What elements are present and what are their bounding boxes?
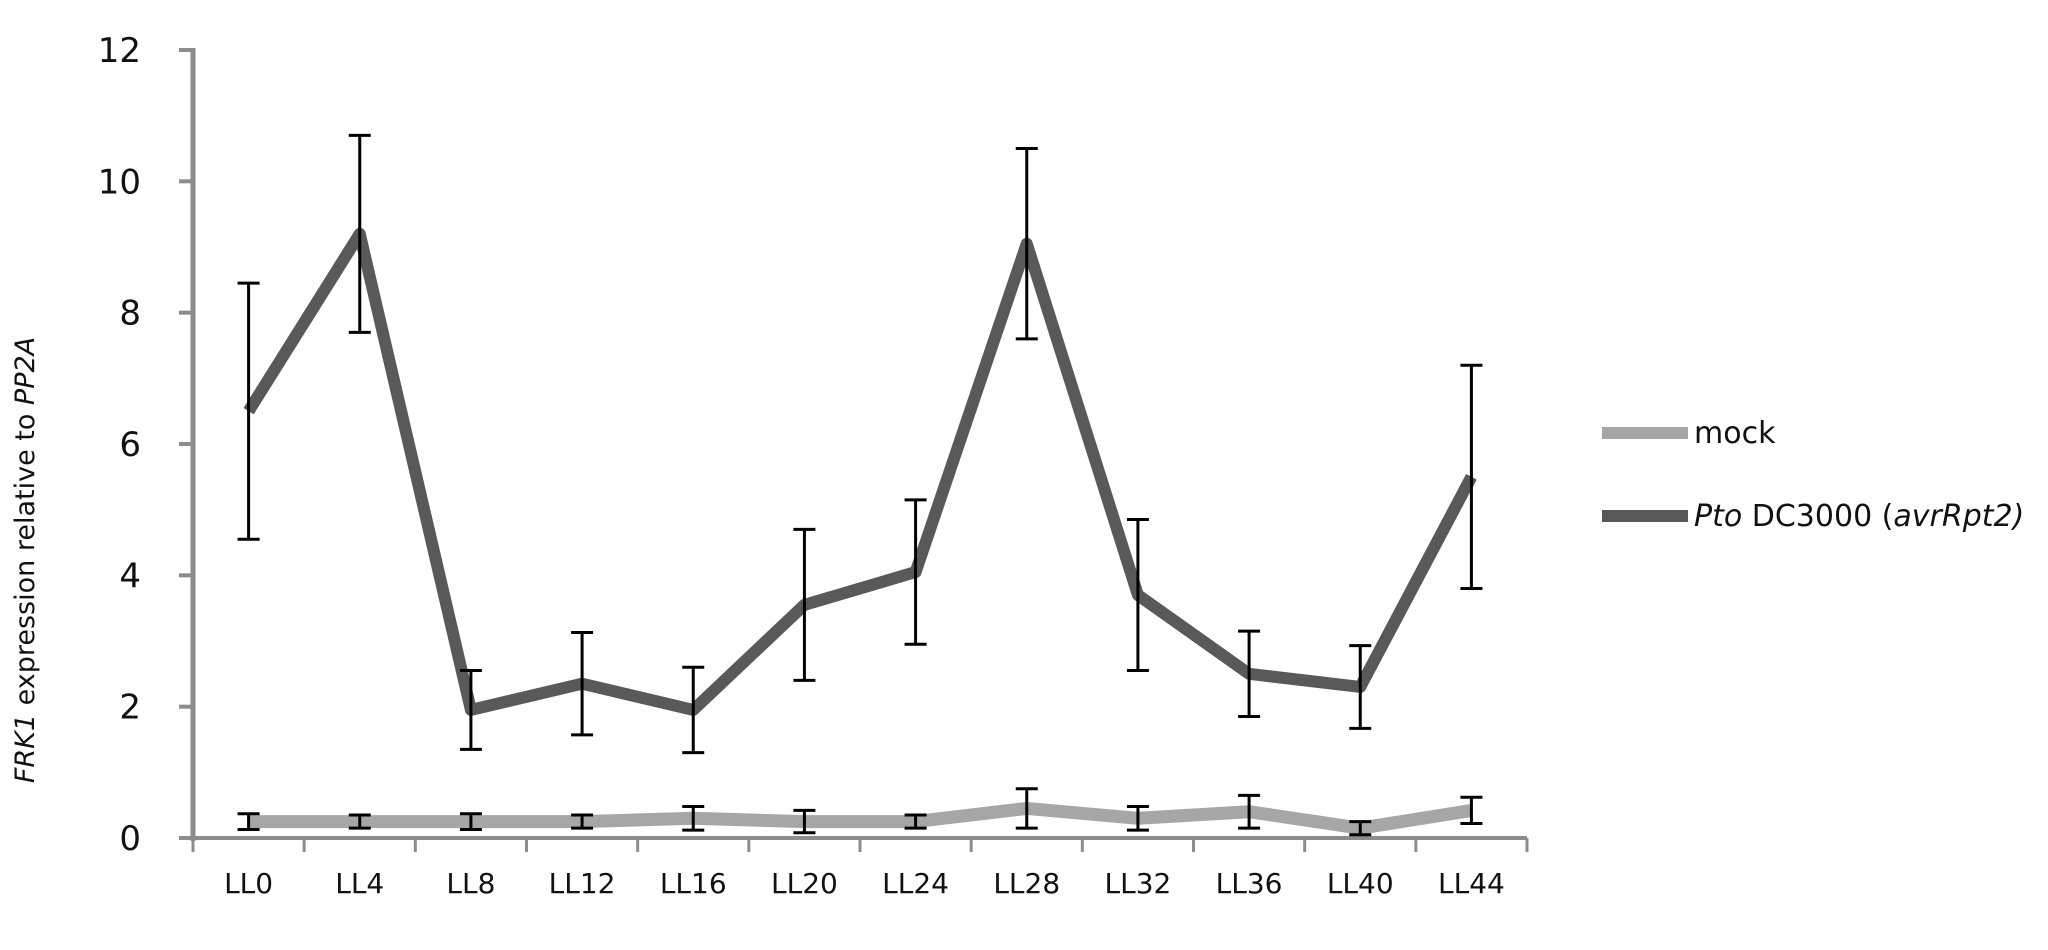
error-bar xyxy=(1460,795,1483,826)
error-bar xyxy=(793,808,816,835)
y-tick-label: 8 xyxy=(119,294,141,334)
error-bars xyxy=(237,133,1483,837)
axes xyxy=(190,48,1527,841)
legend-swatch-pto xyxy=(1602,510,1688,522)
y-tick-label: 10 xyxy=(98,162,141,202)
y-axis-title: FRK1 expression relative to PP2A xyxy=(10,337,41,783)
legend-label-pto: Pto DC3000 (avrRpt2) xyxy=(1694,499,2024,534)
y-axis-title-middle: expression relative to xyxy=(10,405,41,714)
error-bar xyxy=(1238,793,1261,830)
y-tick-label: 0 xyxy=(119,819,141,859)
y-tick-label: 12 xyxy=(98,31,141,71)
x-tick-label: LL32 xyxy=(1105,867,1172,900)
legend-label-mock: mock xyxy=(1694,416,1776,451)
x-tick-label: LL40 xyxy=(1327,867,1394,900)
error-bar xyxy=(571,813,594,830)
error-bar xyxy=(1015,787,1038,830)
x-tick-label: LL20 xyxy=(771,867,838,900)
legend-label-pto-part2: DC3000 ( xyxy=(1742,499,1893,534)
error-bar xyxy=(1238,629,1261,719)
error-bar xyxy=(682,804,705,832)
x-tick-label: LL0 xyxy=(224,867,273,900)
series-line-1 xyxy=(243,227,1477,716)
x-tick-label: LL36 xyxy=(1216,867,1283,900)
y-axis-title-gene: FRK1 xyxy=(10,714,41,783)
error-bar xyxy=(1349,644,1372,730)
y-tick-label: 6 xyxy=(119,425,141,465)
legend-label-pto-part3: avrRpt2) xyxy=(1893,499,2024,534)
error-bar xyxy=(237,812,260,831)
legend: mock Pto DC3000 (avrRpt2) xyxy=(1602,416,2024,534)
series-line-0 xyxy=(248,801,1473,835)
error-bar xyxy=(571,630,594,737)
x-tick-label: LL24 xyxy=(882,867,949,900)
y-axis-title-reference: PP2A xyxy=(10,337,41,405)
series-lines xyxy=(243,227,1477,835)
x-tick-label: LL4 xyxy=(335,867,384,900)
error-bar xyxy=(682,665,705,755)
error-bar xyxy=(793,527,816,682)
legend-swatch-mock xyxy=(1602,427,1688,439)
error-bar xyxy=(237,281,260,541)
error-bar xyxy=(904,498,927,646)
error-bar xyxy=(348,133,371,334)
error-bar xyxy=(348,813,371,830)
x-tick-label: LL8 xyxy=(446,867,495,900)
legend-label-pto-part1: Pto xyxy=(1694,499,1742,534)
x-tick-label: LL16 xyxy=(660,867,727,900)
error-bar xyxy=(1460,363,1483,590)
error-bar xyxy=(459,669,482,751)
error-bar xyxy=(1349,820,1372,837)
error-bar xyxy=(1126,518,1149,673)
x-tick-label: LL44 xyxy=(1438,867,1505,900)
y-tick-label: 4 xyxy=(119,556,141,596)
error-bar xyxy=(1015,147,1038,341)
error-bar xyxy=(459,812,482,831)
x-tick-label: LL28 xyxy=(993,867,1060,900)
error-bar xyxy=(1126,804,1149,832)
y-tick-label: 2 xyxy=(119,688,141,728)
error-bar xyxy=(904,813,927,830)
axis-ticks: 0 2 4 6 8 10 12 LL0 LL4 LL8 LL12 LL16 LL20 LL24 LL28 LL… xyxy=(98,31,1529,900)
x-tick-label: LL12 xyxy=(549,867,616,900)
